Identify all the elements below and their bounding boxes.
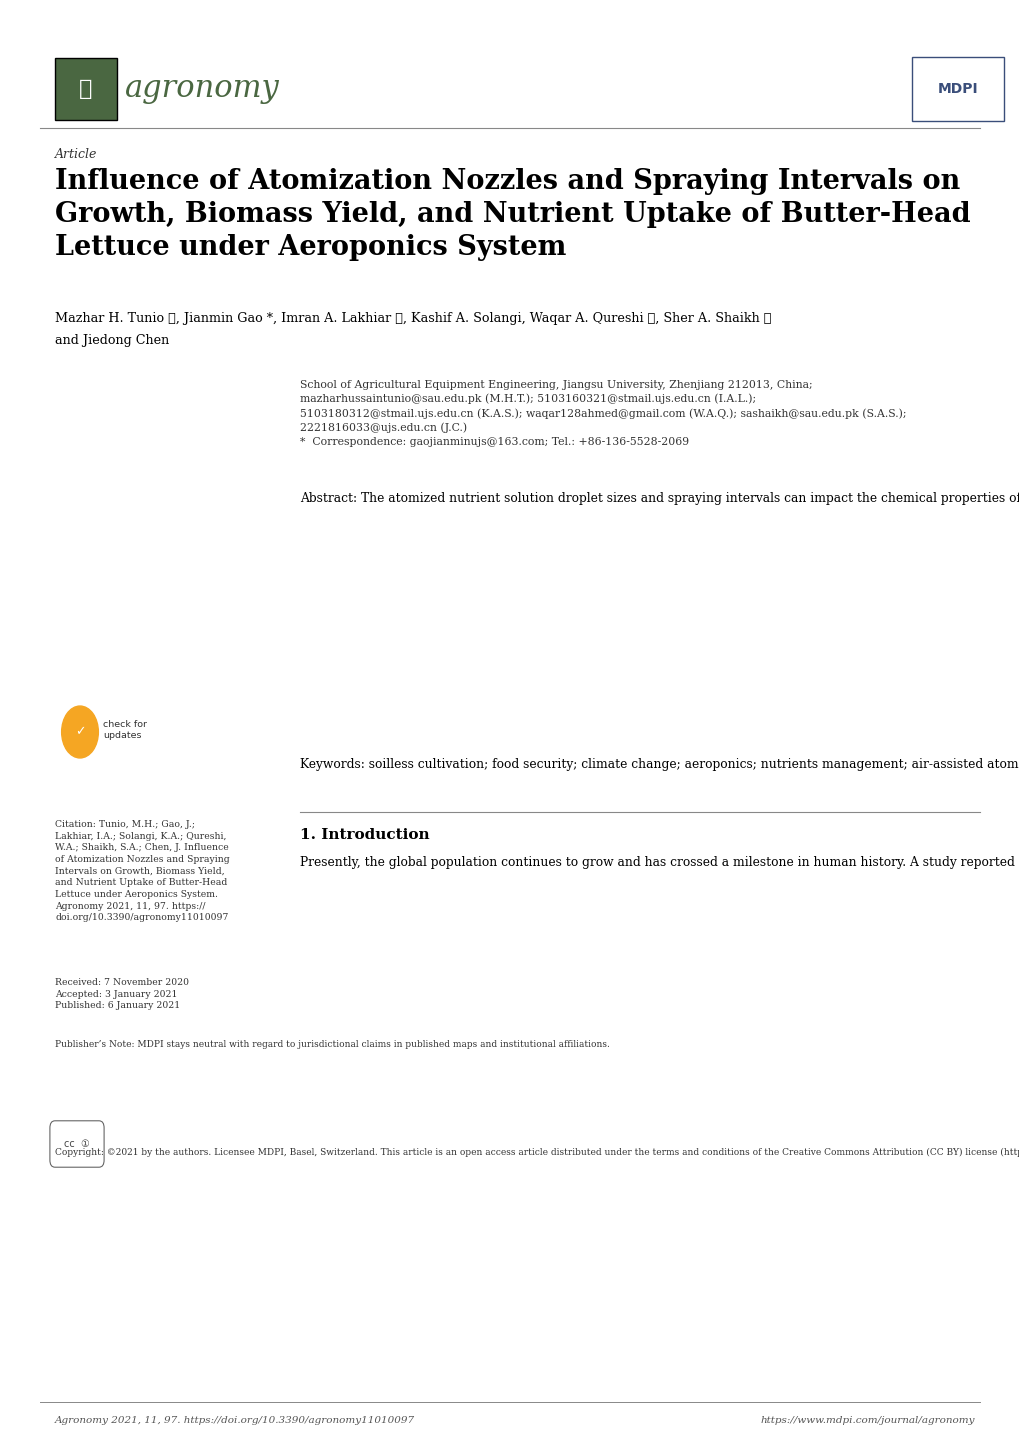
Text: School of Agricultural Equipment Engineering, Jiangsu University, Zhenjiang 2120: School of Agricultural Equipment Enginee… [300,381,906,447]
Text: Abstract: The atomized nutrient solution droplet sizes and spraying intervals ca: Abstract: The atomized nutrient solution… [300,492,1019,505]
Text: cc  ①: cc ① [64,1139,90,1149]
Text: check for
updates: check for updates [103,720,147,740]
Text: 🌾: 🌾 [79,79,93,99]
Text: ✓: ✓ [74,725,86,738]
Text: Influence of Atomization Nozzles and Spraying Intervals on
Growth, Biomass Yield: Influence of Atomization Nozzles and Spr… [55,169,970,261]
Text: MDPI: MDPI [936,82,977,97]
Text: Article: Article [55,149,97,162]
Text: and Jiedong Chen: and Jiedong Chen [55,335,169,348]
Text: 1. Introduction: 1. Introduction [300,828,429,842]
Text: Citation: Tunio, M.H.; Gao, J.;
Lakhiar, I.A.; Solangi, K.A.; Qureshi,
W.A.; Sha: Citation: Tunio, M.H.; Gao, J.; Lakhiar,… [55,820,229,923]
Text: Copyright: ©2021 by the authors. Licensee MDPI, Basel, Switzerland. This article: Copyright: ©2021 by the authors. License… [55,1148,1019,1156]
Text: Received: 7 November 2020
Accepted: 3 January 2021
Published: 6 January 2021: Received: 7 November 2020 Accepted: 3 Ja… [55,978,189,1011]
Text: Keywords: soilless cultivation; food security; climate change; aeroponics; nutri: Keywords: soilless cultivation; food sec… [300,758,1019,771]
FancyBboxPatch shape [55,58,117,120]
FancyBboxPatch shape [911,58,1003,121]
Text: https://www.mdpi.com/journal/agronomy: https://www.mdpi.com/journal/agronomy [760,1416,974,1425]
Text: Mazhar H. Tunio ⓘ, Jianmin Gao *, Imran A. Lakhiar ⓘ, Kashif A. Solangi, Waqar A: Mazhar H. Tunio ⓘ, Jianmin Gao *, Imran … [55,311,770,324]
Text: agronomy: agronomy [125,74,279,104]
Text: Publisher’s Note: MDPI stays neutral with regard to jurisdictional claims in pub: Publisher’s Note: MDPI stays neutral wit… [55,1040,609,1048]
Text: Agronomy 2021, 11, 97. https://doi.org/10.3390/agronomy11010097: Agronomy 2021, 11, 97. https://doi.org/1… [55,1416,415,1425]
Circle shape [61,707,98,758]
Text: Presently, the global population continues to grow and has crossed a milestone i: Presently, the global population continu… [300,857,1019,870]
